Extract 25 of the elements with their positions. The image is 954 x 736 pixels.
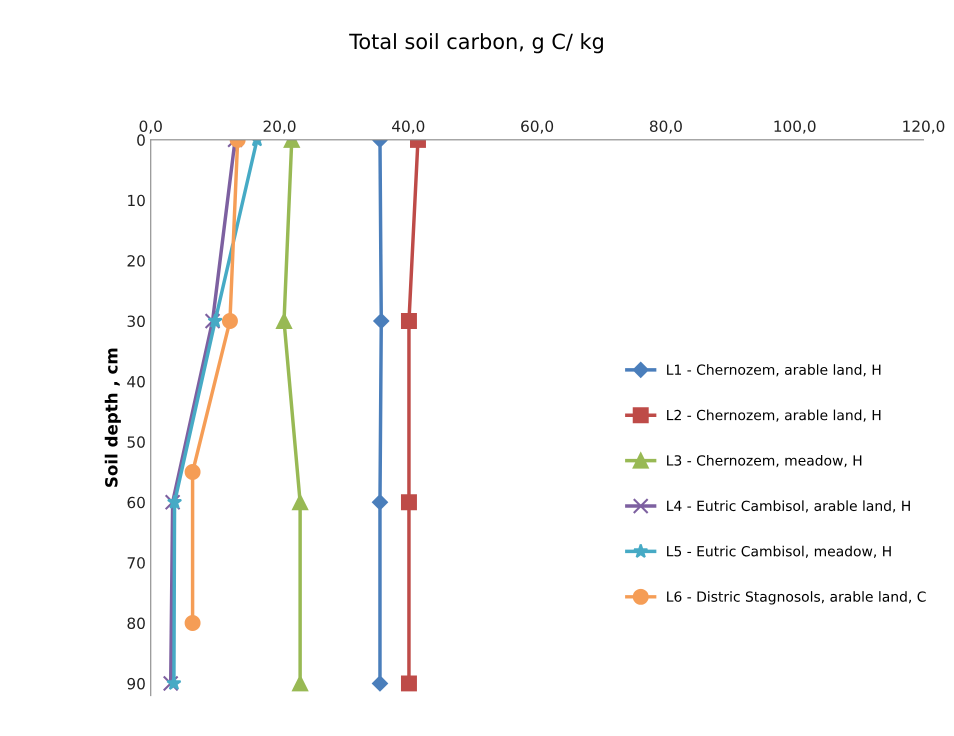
legend-label: L4 - Eutric Cambisol, arable land, H: [667, 500, 910, 512]
y-tick-label: 40: [127, 376, 145, 388]
x-tick-label: 20,0: [264, 120, 296, 134]
legend-label: L1 - Chernozem, arable land, H: [667, 364, 880, 376]
y-tick-label: 30: [128, 316, 145, 328]
x-tick-label: 120,0: [903, 120, 944, 134]
y-tick-label: 70: [128, 557, 145, 569]
y-tick-label: 90: [127, 678, 145, 690]
legend-label: L3 - Chernozem, meadow, H: [667, 454, 862, 468]
y-tick-label: 0: [137, 134, 145, 146]
legend-label: L6 - Distric Stagnosols, arable land, C: [667, 591, 926, 605]
x-tick-label: 100,0: [774, 120, 816, 134]
y-tick-label: 60: [127, 496, 145, 508]
legend-label: L2 - Chernozem, arable land, H: [667, 410, 880, 422]
y-tick-label: 80: [127, 618, 145, 630]
y-tick-label: 50: [128, 436, 145, 448]
x-tick-label: 0,0: [140, 120, 162, 134]
legend-label: L5 - Eutric Cambisol, meadow, H: [667, 546, 891, 558]
y-tick-label: 20: [128, 255, 145, 267]
y-tick-label: 10: [128, 194, 145, 206]
x-tick-label: 40,0: [392, 120, 424, 134]
x-tick-label: 80,0: [650, 120, 682, 134]
chart-title: Total soil carbon, g C/ kg: [349, 33, 603, 54]
y-axis-title: Soil depth , cm: [104, 348, 121, 487]
x-tick-label: 60,0: [521, 120, 554, 134]
